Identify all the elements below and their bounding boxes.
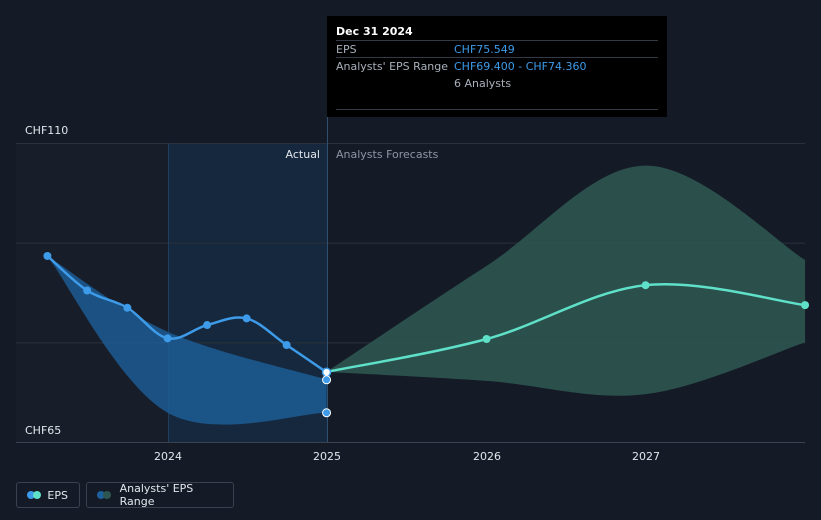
chart-tooltip: Dec 31 2024 EPS CHF75.549 Analysts' EPS …: [327, 16, 667, 117]
x-tick-2024: 2024: [154, 450, 182, 463]
series-point: [801, 301, 810, 310]
tooltip-divider: [336, 40, 658, 41]
legend-eps-label: EPS: [47, 488, 68, 502]
tooltip-analysts-count: 6 Analysts: [454, 77, 512, 90]
series-point: [282, 340, 291, 349]
range-marker: [322, 408, 332, 418]
forecast-range-area: [326, 165, 806, 396]
legend-range-button[interactable]: Analysts' EPS Range: [86, 482, 234, 508]
series-point: [123, 303, 132, 312]
series-point: [83, 286, 92, 295]
tooltip-divider: [336, 109, 658, 110]
series-point: [242, 314, 251, 323]
tooltip-eps-value: CHF75.549: [454, 43, 515, 56]
legend-eps-icon: [27, 491, 41, 499]
tooltip-eps-label: EPS: [336, 43, 357, 56]
series-point: [482, 335, 491, 344]
x-tick-2027: 2027: [632, 450, 660, 463]
actual-label: Actual: [286, 148, 320, 161]
y-label-bottom: CHF65: [25, 424, 61, 437]
x-tick-2025: 2025: [313, 450, 341, 463]
y-label-top: CHF110: [25, 124, 68, 137]
legend-range-icon: [97, 491, 112, 499]
series-point: [43, 251, 52, 260]
legend-range-label: Analysts' EPS Range: [119, 482, 194, 508]
legend-eps-button[interactable]: EPS: [16, 482, 80, 508]
series-point: [641, 281, 650, 290]
x-tick-2026: 2026: [473, 450, 501, 463]
tooltip-divider: [336, 57, 658, 58]
tooltip-date: Dec 31 2024: [336, 25, 413, 38]
forecast-label: Analysts Forecasts: [336, 148, 439, 161]
series-line-1: [325, 283, 807, 374]
range-marker: [322, 375, 332, 385]
series-point: [321, 367, 332, 377]
tooltip-range-label: Analysts' EPS Range: [336, 60, 449, 73]
past-range-area: [47, 255, 327, 425]
series-point: [203, 321, 212, 330]
tooltip-range-value: CHF69.400 - CHF74.360: [454, 60, 587, 73]
series-point: [163, 334, 172, 343]
